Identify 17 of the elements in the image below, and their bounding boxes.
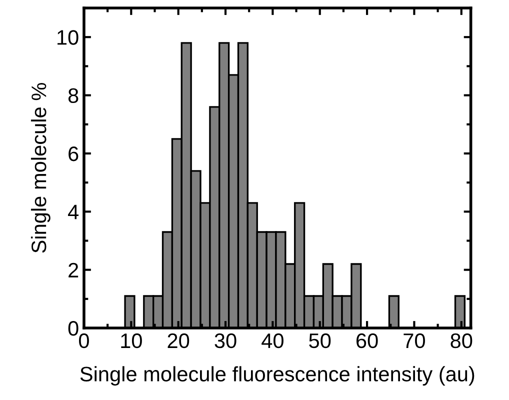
- x-axis-title: Single molecule fluorescence intensity (au): [80, 366, 474, 386]
- y-tick-label: 6: [68, 146, 78, 162]
- y-tick-label: 8: [68, 88, 78, 104]
- x-tick-label: 70: [404, 333, 425, 348]
- y-axis-title: Single molecule %: [30, 83, 50, 253]
- x-tick-label: 10: [121, 333, 142, 348]
- x-tick-label: 80: [450, 333, 472, 348]
- x-tick-label: 40: [262, 333, 284, 348]
- y-tick-label: 10: [58, 30, 78, 45]
- x-tick-label: 50: [309, 333, 331, 348]
- y-tick-label: 2: [68, 262, 78, 278]
- x-tick-label: 60: [356, 333, 378, 348]
- y-tick-label: 4: [68, 204, 79, 220]
- x-tick-label: 0: [79, 333, 89, 348]
- y-tick-label: 0: [68, 321, 78, 336]
- x-tick-label: 20: [168, 333, 190, 348]
- x-tick-label: 30: [214, 333, 236, 348]
